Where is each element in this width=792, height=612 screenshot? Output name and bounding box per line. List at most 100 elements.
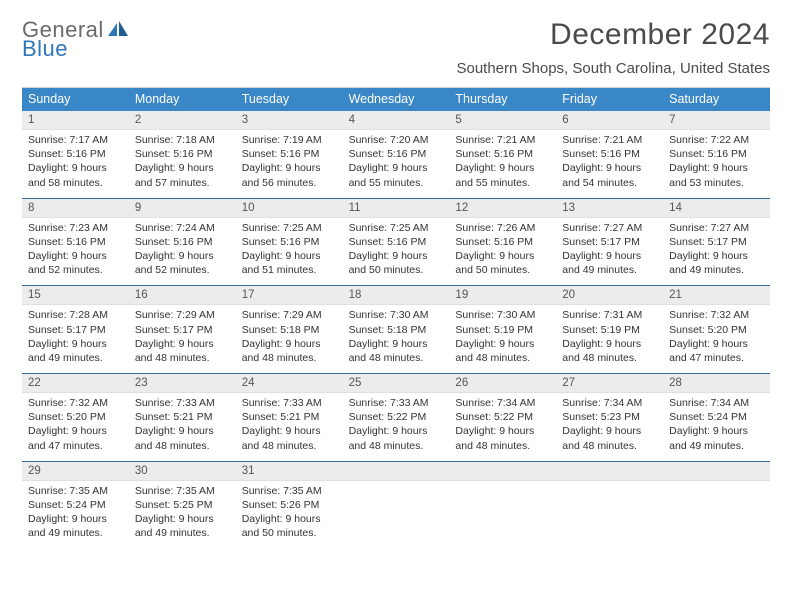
day-dl1: Daylight: 9 hours bbox=[135, 249, 230, 263]
day-dl2: and 55 minutes. bbox=[349, 176, 444, 190]
day-ss: Sunset: 5:16 PM bbox=[349, 235, 444, 249]
day-sr: Sunrise: 7:23 AM bbox=[28, 221, 123, 235]
calendar-day: 14Sunrise: 7:27 AMSunset: 5:17 PMDayligh… bbox=[663, 199, 770, 286]
day-number: 26 bbox=[449, 374, 556, 393]
day-ss: Sunset: 5:21 PM bbox=[242, 410, 337, 424]
day-number: 23 bbox=[129, 374, 236, 393]
logo: General Blue bbox=[22, 18, 128, 60]
day-number: 21 bbox=[663, 286, 770, 305]
day-sr: Sunrise: 7:33 AM bbox=[135, 396, 230, 410]
day-dl2: and 47 minutes. bbox=[669, 351, 764, 365]
day-body: Sunrise: 7:21 AMSunset: 5:16 PMDaylight:… bbox=[556, 130, 663, 198]
day-number: 27 bbox=[556, 374, 663, 393]
day-dl2: and 50 minutes. bbox=[242, 526, 337, 540]
day-sr: Sunrise: 7:29 AM bbox=[242, 308, 337, 322]
day-body: Sunrise: 7:34 AMSunset: 5:23 PMDaylight:… bbox=[556, 393, 663, 461]
day-number: 15 bbox=[22, 286, 129, 305]
calendar-day: 5Sunrise: 7:21 AMSunset: 5:16 PMDaylight… bbox=[449, 111, 556, 198]
calendar-day: 22Sunrise: 7:32 AMSunset: 5:20 PMDayligh… bbox=[22, 374, 129, 461]
day-number: 10 bbox=[236, 199, 343, 218]
day-body: Sunrise: 7:19 AMSunset: 5:16 PMDaylight:… bbox=[236, 130, 343, 198]
day-sr: Sunrise: 7:29 AM bbox=[135, 308, 230, 322]
calendar-day: 26Sunrise: 7:34 AMSunset: 5:22 PMDayligh… bbox=[449, 374, 556, 461]
calendar-day: 3Sunrise: 7:19 AMSunset: 5:16 PMDaylight… bbox=[236, 111, 343, 198]
day-body: Sunrise: 7:20 AMSunset: 5:16 PMDaylight:… bbox=[343, 130, 450, 198]
day-body: Sunrise: 7:28 AMSunset: 5:17 PMDaylight:… bbox=[22, 305, 129, 373]
calendar-week: 8Sunrise: 7:23 AMSunset: 5:16 PMDaylight… bbox=[22, 199, 770, 287]
day-dl1: Daylight: 9 hours bbox=[455, 249, 550, 263]
day-dl2: and 48 minutes. bbox=[242, 439, 337, 453]
day-sr: Sunrise: 7:30 AM bbox=[349, 308, 444, 322]
day-number bbox=[343, 462, 450, 481]
day-ss: Sunset: 5:22 PM bbox=[455, 410, 550, 424]
day-dl2: and 51 minutes. bbox=[242, 263, 337, 277]
day-sr: Sunrise: 7:32 AM bbox=[28, 396, 123, 410]
day-number: 19 bbox=[449, 286, 556, 305]
calendar-day: 24Sunrise: 7:33 AMSunset: 5:21 PMDayligh… bbox=[236, 374, 343, 461]
day-ss: Sunset: 5:16 PM bbox=[349, 147, 444, 161]
day-sr: Sunrise: 7:27 AM bbox=[562, 221, 657, 235]
day-dl1: Daylight: 9 hours bbox=[349, 249, 444, 263]
location-text: Southern Shops, South Carolina, United S… bbox=[456, 60, 770, 77]
day-number: 17 bbox=[236, 286, 343, 305]
weekday-sunday: Sunday bbox=[22, 88, 129, 111]
calendar-day bbox=[449, 462, 556, 549]
day-ss: Sunset: 5:16 PM bbox=[242, 147, 337, 161]
calendar-day: 18Sunrise: 7:30 AMSunset: 5:18 PMDayligh… bbox=[343, 286, 450, 373]
day-number: 1 bbox=[22, 111, 129, 130]
day-ss: Sunset: 5:16 PM bbox=[455, 147, 550, 161]
day-sr: Sunrise: 7:21 AM bbox=[455, 133, 550, 147]
calendar-day: 2Sunrise: 7:18 AMSunset: 5:16 PMDaylight… bbox=[129, 111, 236, 198]
day-ss: Sunset: 5:18 PM bbox=[349, 323, 444, 337]
calendar-day: 9Sunrise: 7:24 AMSunset: 5:16 PMDaylight… bbox=[129, 199, 236, 286]
day-dl1: Daylight: 9 hours bbox=[135, 424, 230, 438]
day-body: Sunrise: 7:29 AMSunset: 5:17 PMDaylight:… bbox=[129, 305, 236, 373]
calendar-day: 21Sunrise: 7:32 AMSunset: 5:20 PMDayligh… bbox=[663, 286, 770, 373]
day-sr: Sunrise: 7:27 AM bbox=[669, 221, 764, 235]
month-title: December 2024 bbox=[456, 18, 770, 52]
weekday-tuesday: Tuesday bbox=[236, 88, 343, 111]
calendar-day: 1Sunrise: 7:17 AMSunset: 5:16 PMDaylight… bbox=[22, 111, 129, 198]
calendar-day: 23Sunrise: 7:33 AMSunset: 5:21 PMDayligh… bbox=[129, 374, 236, 461]
day-number: 11 bbox=[343, 199, 450, 218]
day-dl1: Daylight: 9 hours bbox=[562, 249, 657, 263]
weeks-container: 1Sunrise: 7:17 AMSunset: 5:16 PMDaylight… bbox=[22, 111, 770, 548]
day-dl2: and 56 minutes. bbox=[242, 176, 337, 190]
day-body: Sunrise: 7:35 AMSunset: 5:24 PMDaylight:… bbox=[22, 481, 129, 549]
day-ss: Sunset: 5:16 PM bbox=[28, 147, 123, 161]
calendar-day: 30Sunrise: 7:35 AMSunset: 5:25 PMDayligh… bbox=[129, 462, 236, 549]
day-sr: Sunrise: 7:34 AM bbox=[455, 396, 550, 410]
title-block: December 2024 Southern Shops, South Caro… bbox=[456, 18, 770, 77]
day-body: Sunrise: 7:31 AMSunset: 5:19 PMDaylight:… bbox=[556, 305, 663, 373]
day-dl1: Daylight: 9 hours bbox=[28, 512, 123, 526]
day-dl1: Daylight: 9 hours bbox=[28, 424, 123, 438]
day-ss: Sunset: 5:16 PM bbox=[135, 147, 230, 161]
day-sr: Sunrise: 7:35 AM bbox=[242, 484, 337, 498]
day-number bbox=[449, 462, 556, 481]
day-sr: Sunrise: 7:19 AM bbox=[242, 133, 337, 147]
day-sr: Sunrise: 7:30 AM bbox=[455, 308, 550, 322]
day-number: 30 bbox=[129, 462, 236, 481]
day-dl1: Daylight: 9 hours bbox=[349, 161, 444, 175]
day-number: 25 bbox=[343, 374, 450, 393]
weekday-saturday: Saturday bbox=[663, 88, 770, 111]
day-number: 14 bbox=[663, 199, 770, 218]
day-body: Sunrise: 7:18 AMSunset: 5:16 PMDaylight:… bbox=[129, 130, 236, 198]
day-dl1: Daylight: 9 hours bbox=[28, 161, 123, 175]
day-ss: Sunset: 5:25 PM bbox=[135, 498, 230, 512]
day-dl1: Daylight: 9 hours bbox=[455, 161, 550, 175]
day-sr: Sunrise: 7:18 AM bbox=[135, 133, 230, 147]
day-number: 3 bbox=[236, 111, 343, 130]
day-body: Sunrise: 7:32 AMSunset: 5:20 PMDaylight:… bbox=[663, 305, 770, 373]
day-number: 5 bbox=[449, 111, 556, 130]
day-number: 18 bbox=[343, 286, 450, 305]
calendar-day: 20Sunrise: 7:31 AMSunset: 5:19 PMDayligh… bbox=[556, 286, 663, 373]
day-number: 6 bbox=[556, 111, 663, 130]
calendar: Sunday Monday Tuesday Wednesday Thursday… bbox=[22, 87, 770, 548]
day-body: Sunrise: 7:33 AMSunset: 5:21 PMDaylight:… bbox=[236, 393, 343, 461]
day-body: Sunrise: 7:17 AMSunset: 5:16 PMDaylight:… bbox=[22, 130, 129, 198]
day-dl1: Daylight: 9 hours bbox=[135, 337, 230, 351]
day-ss: Sunset: 5:16 PM bbox=[562, 147, 657, 161]
day-body: Sunrise: 7:21 AMSunset: 5:16 PMDaylight:… bbox=[449, 130, 556, 198]
day-dl1: Daylight: 9 hours bbox=[242, 512, 337, 526]
